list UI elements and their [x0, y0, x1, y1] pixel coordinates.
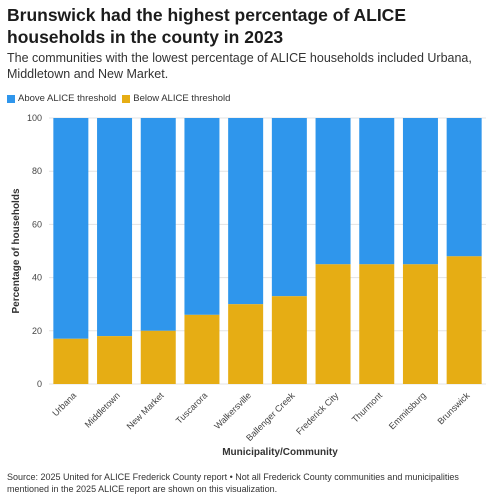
- bar-below-brunswick[interactable]: [446, 256, 482, 384]
- bar-below-frederick-city[interactable]: [315, 264, 351, 384]
- x-tick-label: Brunswick: [435, 390, 471, 426]
- y-tick-label: 20: [32, 326, 42, 336]
- y-tick-label: 60: [32, 219, 42, 229]
- bar-above-ballenger-creek[interactable]: [271, 118, 307, 297]
- bar-above-tuscarora[interactable]: [184, 118, 220, 315]
- x-axis-label: Municipality/Community: [222, 447, 338, 458]
- x-tick-label: Thurmont: [350, 390, 385, 425]
- source-note: Source: 2025 United for ALICE Frederick …: [7, 472, 459, 494]
- x-tick-label: Frederick City: [294, 390, 341, 437]
- x-tick-label: Emmitsburg: [387, 390, 428, 431]
- x-tick-label: Urbana: [50, 390, 78, 418]
- bar-below-walkersville[interactable]: [228, 304, 264, 384]
- y-tick-label: 100: [27, 113, 42, 123]
- bar-below-new-market[interactable]: [140, 330, 176, 384]
- bar-below-emmitsburg[interactable]: [402, 264, 438, 384]
- legend-item-above[interactable]: Above ALICE threshold: [7, 93, 116, 104]
- legend-label-below: Below ALICE threshold: [133, 93, 231, 104]
- bars: [53, 118, 482, 384]
- bar-below-urbana[interactable]: [53, 338, 89, 384]
- bar-below-tuscarora[interactable]: [184, 314, 220, 384]
- bar-above-urbana[interactable]: [53, 118, 89, 339]
- y-tick-label: 0: [37, 379, 42, 389]
- y-axis-label: Percentage of households: [11, 188, 22, 313]
- x-axis-ticks: Urbana Middletown New Market Tuscarora Walke…: [50, 390, 472, 443]
- x-tick-label: Walkersville: [212, 390, 253, 431]
- bar-above-brunswick[interactable]: [446, 118, 482, 257]
- chart-title: Brunswick had the highest percentage of …: [7, 5, 406, 47]
- bar-above-emmitsburg[interactable]: [402, 118, 438, 265]
- bar-below-thurmont[interactable]: [359, 264, 395, 384]
- legend-swatch-above: [7, 94, 15, 103]
- bar-above-frederick-city[interactable]: [315, 118, 351, 265]
- bar-below-ballenger-creek[interactable]: [271, 296, 307, 384]
- legend-swatch-below: [122, 94, 131, 103]
- chart-subtitle: The communities with the lowest percenta…: [7, 51, 472, 81]
- bar-below-middletown[interactable]: [97, 336, 133, 384]
- bar-above-walkersville[interactable]: [228, 118, 264, 305]
- y-tick-label: 80: [32, 166, 42, 176]
- x-tick-label: Middletown: [83, 390, 122, 429]
- chart-legend: Above ALICE threshold Below ALICE thresh…: [7, 93, 236, 104]
- x-tick-label: New Market: [125, 390, 166, 431]
- bar-above-thurmont[interactable]: [359, 118, 395, 265]
- bar-above-middletown[interactable]: [97, 118, 133, 337]
- y-axis-ticks: 0 20 40 60 80 100: [27, 113, 42, 389]
- legend-label-above: Above ALICE threshold: [18, 93, 117, 104]
- y-tick-label: 40: [32, 273, 42, 283]
- bar-above-new-market[interactable]: [140, 118, 176, 331]
- x-tick-label: Tuscarora: [174, 390, 209, 425]
- legend-item-below[interactable]: Below ALICE threshold: [122, 93, 230, 104]
